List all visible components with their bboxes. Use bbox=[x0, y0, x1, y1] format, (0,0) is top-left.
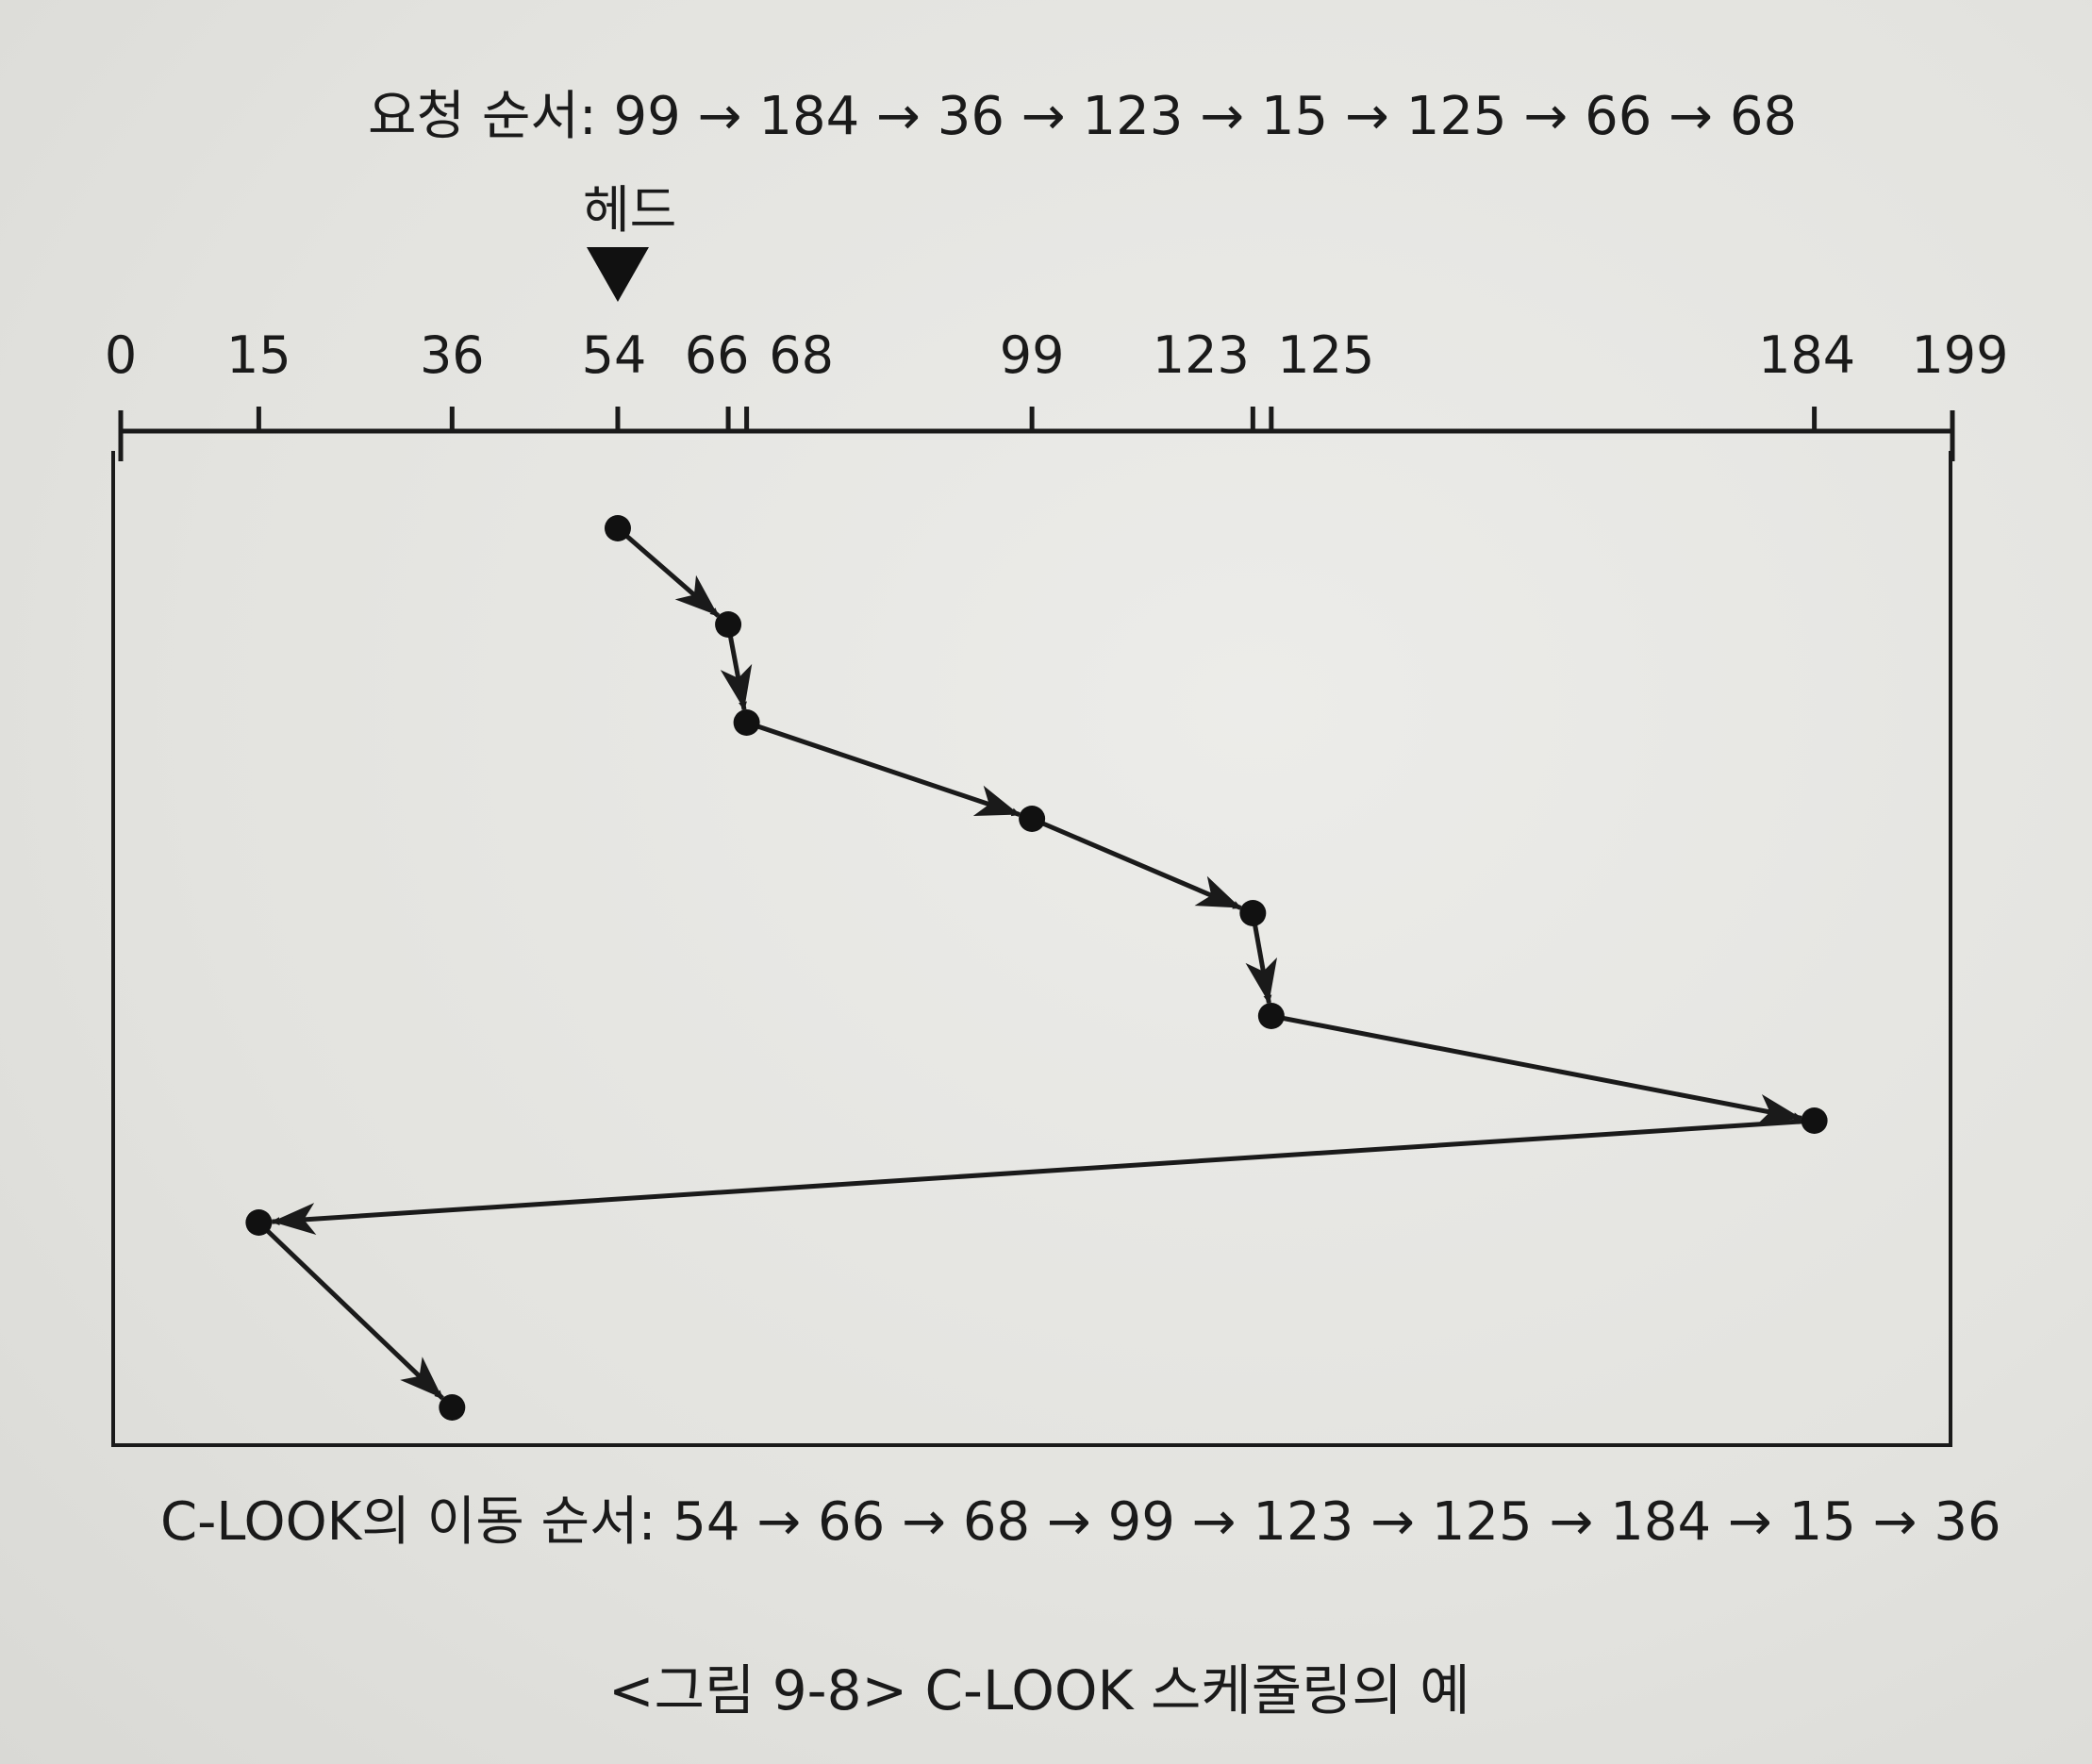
request-order-text: 요청 순서: 99 → 184 → 36 → 123 → 15 → 125 → … bbox=[368, 86, 1798, 147]
arrowhead-to-68 bbox=[720, 663, 753, 710]
tick-label-184: 184 bbox=[1758, 325, 1855, 385]
tick-label-0: 0 bbox=[105, 325, 137, 385]
visit-point-99 bbox=[1019, 806, 1046, 832]
arrowhead-to-99 bbox=[972, 785, 1020, 816]
visit-point-68 bbox=[733, 709, 760, 736]
figure-caption: <그림 9-8> C-LOOK 스케줄링의 예 bbox=[608, 1658, 1470, 1722]
arrowhead-to-66 bbox=[674, 574, 719, 616]
visit-point-123 bbox=[1239, 900, 1267, 926]
path-segment-99-to-123 bbox=[1031, 816, 1242, 910]
visit-point-54 bbox=[604, 515, 631, 541]
arrowhead-to-125 bbox=[1245, 957, 1278, 1004]
visit-point-36 bbox=[439, 1394, 466, 1421]
visit-point-125 bbox=[1257, 1003, 1285, 1029]
head-marker-icon bbox=[586, 247, 649, 302]
path-segment-125-to-184 bbox=[1270, 1013, 1802, 1122]
head-label: 헤드 bbox=[583, 180, 677, 240]
tick-label-125: 125 bbox=[1277, 325, 1374, 385]
path-segment-68-to-99 bbox=[745, 720, 1021, 817]
tick-label-15: 15 bbox=[226, 325, 291, 385]
tick-label-199: 199 bbox=[1911, 325, 2008, 385]
tick-label-68: 68 bbox=[769, 325, 834, 385]
visit-point-66 bbox=[715, 611, 742, 638]
arrowhead-to-15 bbox=[272, 1203, 317, 1236]
tick-label-54: 54 bbox=[582, 325, 647, 385]
visit-point-15 bbox=[245, 1209, 273, 1236]
tick-label-123: 123 bbox=[1153, 325, 1250, 385]
arrowhead-to-123 bbox=[1194, 875, 1241, 908]
movement-order-text: C-LOOK의 이동 순서: 54 → 66 → 68 → 99 → 123 →… bbox=[160, 1491, 2001, 1553]
path-segment-184-to-15 bbox=[271, 1118, 1815, 1226]
tick-label-66: 66 bbox=[685, 325, 750, 385]
arrowhead-to-184 bbox=[1755, 1093, 1801, 1126]
tick-label-99: 99 bbox=[1000, 325, 1065, 385]
tick-label-36: 36 bbox=[420, 325, 485, 385]
visit-point-184 bbox=[1801, 1107, 1828, 1134]
path-segment-15-to-36 bbox=[257, 1221, 444, 1401]
diagram-frame bbox=[111, 451, 1952, 1447]
arrowhead-to-36 bbox=[400, 1356, 443, 1399]
